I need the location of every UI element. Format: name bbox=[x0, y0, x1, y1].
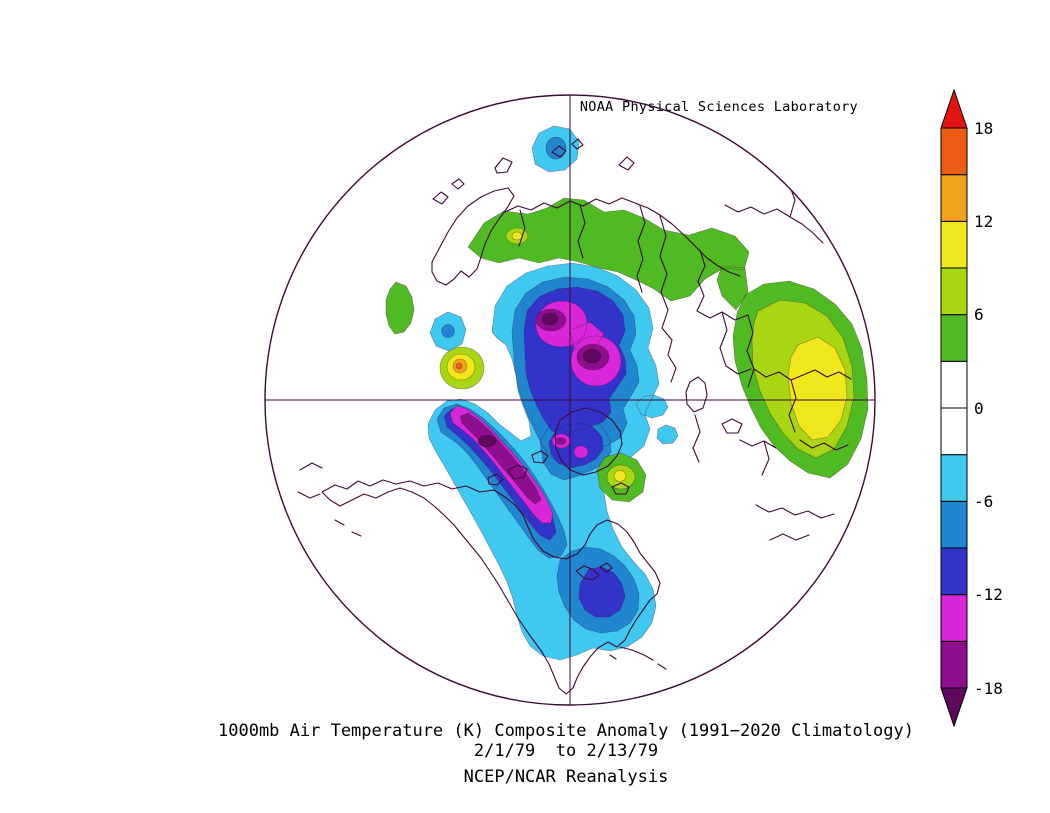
colorbar: 18 12 6 0 -6 -12 -18 bbox=[940, 88, 1003, 728]
colorbar-segment bbox=[940, 547, 968, 596]
colorbar-segment bbox=[940, 500, 968, 549]
colorbar-segment bbox=[940, 314, 968, 362]
coast-lakes-islands-america bbox=[297, 462, 667, 670]
colorbar-segment bbox=[940, 640, 968, 689]
projection-boundary-circle bbox=[264, 94, 876, 706]
coast-scandinavia bbox=[431, 178, 515, 286]
plot-subtitle-dates: 2/1/79 to 2/13/79 bbox=[474, 741, 658, 761]
cold-anomaly-darkest bbox=[477, 312, 602, 448]
graticule bbox=[265, 95, 875, 705]
colorbar-tick-neg6: -6 bbox=[974, 492, 993, 511]
colorbar-segment bbox=[940, 407, 968, 456]
coast-eurasia-arctic bbox=[494, 138, 824, 277]
colorbar-segment bbox=[940, 174, 968, 222]
colorbar-segment bbox=[940, 594, 968, 642]
coastlines bbox=[297, 138, 852, 695]
colorbar-segment bbox=[940, 220, 968, 269]
colorbar-tick-12: 12 bbox=[974, 212, 993, 231]
colorbar-tick-6: 6 bbox=[974, 305, 984, 324]
colorbar-segment bbox=[940, 687, 968, 728]
warm-spot-iceland-yellow bbox=[613, 470, 627, 482]
colorbar-scale bbox=[940, 88, 968, 728]
coast-north-america bbox=[321, 479, 661, 695]
coast-greenland-arctic-islands bbox=[487, 407, 630, 495]
anomaly-fill-layer bbox=[385, 125, 869, 661]
colorbar-tick-neg12: -12 bbox=[974, 585, 1003, 604]
colorbar-segment bbox=[940, 360, 968, 409]
plot-dataset: NCEP/NCAR Reanalysis bbox=[464, 767, 669, 787]
country-borders bbox=[518, 204, 852, 476]
colorbar-tick-0: 0 bbox=[974, 399, 984, 418]
colorbar-segment bbox=[940, 454, 968, 502]
attribution-text: NOAA Physical Sciences Laboratory bbox=[580, 99, 858, 115]
cold-anomaly-purple bbox=[459, 308, 610, 505]
warm-spot-norwegian-orange-red bbox=[455, 362, 463, 370]
colorbar-tick-18: 18 bbox=[974, 119, 993, 138]
plot-title: 1000mb Air Temperature (K) Composite Ano… bbox=[218, 721, 914, 741]
colorbar-segment bbox=[940, 88, 968, 129]
colorbar-tick-neg18: -18 bbox=[974, 679, 1003, 698]
colorbar-segment bbox=[940, 267, 968, 316]
colorbar-segment bbox=[940, 127, 968, 176]
coast-seas-lakes-eurasia bbox=[685, 376, 835, 541]
